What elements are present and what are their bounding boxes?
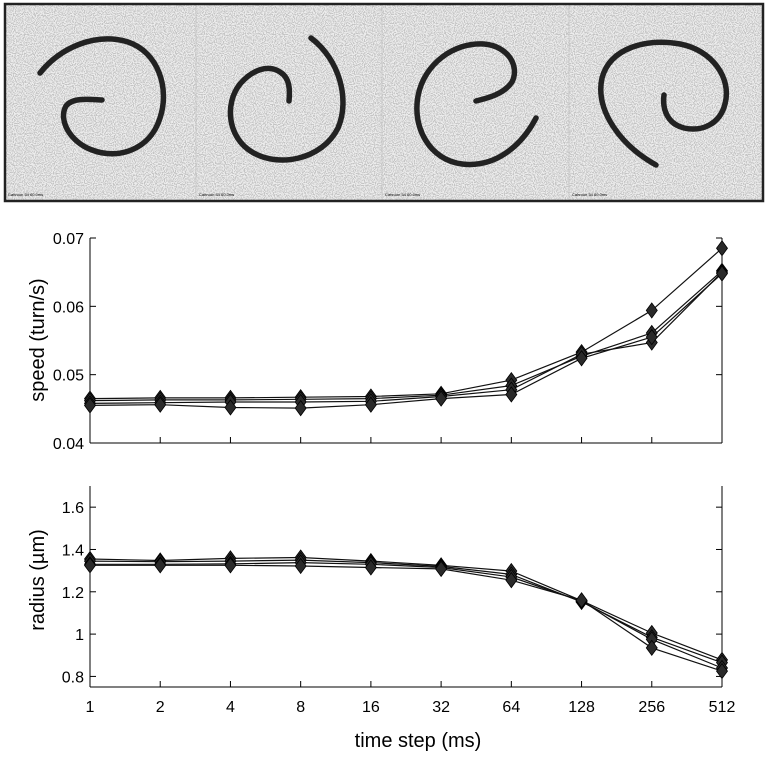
panel-caption: Cahruon 54 60.0ms	[8, 192, 43, 197]
radius-marker	[294, 557, 307, 575]
radius-marker	[154, 557, 167, 574]
radius-x-tick-label: 128	[568, 699, 595, 716]
panel-caption: Cahruon 54 60.0ms	[385, 192, 420, 197]
speed-marker	[154, 396, 167, 413]
panel-caption: Cahruon 54 60.0ms	[572, 192, 607, 197]
radius-y-tick-label: 0.8	[62, 669, 84, 686]
panel-caption: Cahruon 54 60.0ms	[199, 192, 234, 197]
speed-marker	[364, 396, 377, 413]
radius-x-tick-label: 8	[296, 699, 305, 716]
radius-marker	[435, 560, 448, 578]
radius-y-tick-label: 1	[75, 627, 84, 644]
speed-marker	[294, 399, 307, 417]
radius-marker	[505, 571, 518, 589]
spiral-wave-2	[227, 35, 346, 163]
speed-y-tick-label: 0.07	[53, 231, 84, 248]
radius-y-tick-label: 1.4	[62, 542, 84, 559]
spiral-wave-3	[414, 41, 539, 168]
speed-y-tick-label: 0.04	[53, 436, 84, 453]
radius-y-tick-label: 1.2	[62, 585, 84, 602]
radius-x-tick-label: 16	[362, 699, 380, 716]
radius-x-tick-label: 32	[432, 699, 450, 716]
radius-x-tick-label: 64	[502, 699, 520, 716]
speed-y-tick-label: 0.06	[53, 299, 84, 316]
speed-series-line-4	[89, 273, 723, 409]
speed-marker	[435, 390, 448, 407]
speed-chart: 0.04 0.05 0.06 0.07 speed (turn/s)	[27, 231, 728, 453]
speed-marker	[575, 350, 588, 367]
speed-marker	[716, 265, 728, 282]
radius-marker	[716, 662, 728, 680]
speed-y-ticks: 0.04 0.05 0.06 0.07	[53, 231, 722, 453]
speed-marker	[716, 240, 728, 257]
speed-series-line-2	[89, 270, 723, 402]
radius-series-line-1	[89, 556, 723, 661]
speed-marker	[645, 302, 658, 319]
radius-series	[84, 549, 728, 680]
speed-marker	[84, 397, 96, 414]
speed-series-line-1	[89, 247, 723, 400]
radius-chart: 0.811.21.41.6 1 2 4 8 16 32 64 128 256 512 radius…	[27, 486, 735, 752]
speed-marker	[505, 386, 518, 403]
radius-marker	[224, 557, 237, 574]
speed-series-line-3	[89, 271, 723, 404]
radius-series-line-4	[90, 564, 723, 672]
radius-x-tick-label: 256	[638, 699, 665, 716]
speed-x-ticks	[89, 437, 723, 443]
radius-y-ticks: 0.8 1 1.2 1.4 1.6	[62, 500, 722, 686]
radius-y-axis-label: radius (µm)	[27, 529, 49, 631]
radius-marker	[645, 639, 658, 657]
x-axis-label: time step (ms)	[355, 730, 482, 752]
radius-axes	[89, 486, 723, 688]
radius-x-tick-label: 512	[709, 699, 736, 716]
spiral-wave-1	[37, 36, 167, 157]
speed-y-tick-label: 0.05	[53, 368, 84, 385]
strip-border	[3, 2, 765, 203]
radius-marker	[84, 557, 96, 574]
speed-marker	[224, 399, 237, 416]
spiral-image-strip: Cahruon 54 60.0ms Cahruon 54 60.0ms Cahr…	[3, 2, 765, 203]
spiral-wave-4	[598, 39, 730, 168]
radius-y-tick-label: 1.6	[62, 500, 84, 517]
radius-marker	[575, 592, 588, 609]
strip-noise	[5, 4, 763, 201]
speed-series	[84, 240, 728, 417]
speed-marker	[645, 328, 658, 346]
radius-x-tick-label: 1	[86, 699, 95, 716]
radius-series-line-3	[90, 561, 723, 669]
radius-x-tick-label: 4	[226, 699, 235, 716]
radius-series-line-2	[89, 559, 723, 664]
radius-marker	[364, 559, 377, 576]
radius-x-tick-label: 2	[156, 699, 165, 716]
radius-x-ticks: 1 2 4 8 16 32 64 128 256 512	[86, 681, 736, 716]
speed-y-axis-label: speed (turn/s)	[27, 278, 49, 401]
